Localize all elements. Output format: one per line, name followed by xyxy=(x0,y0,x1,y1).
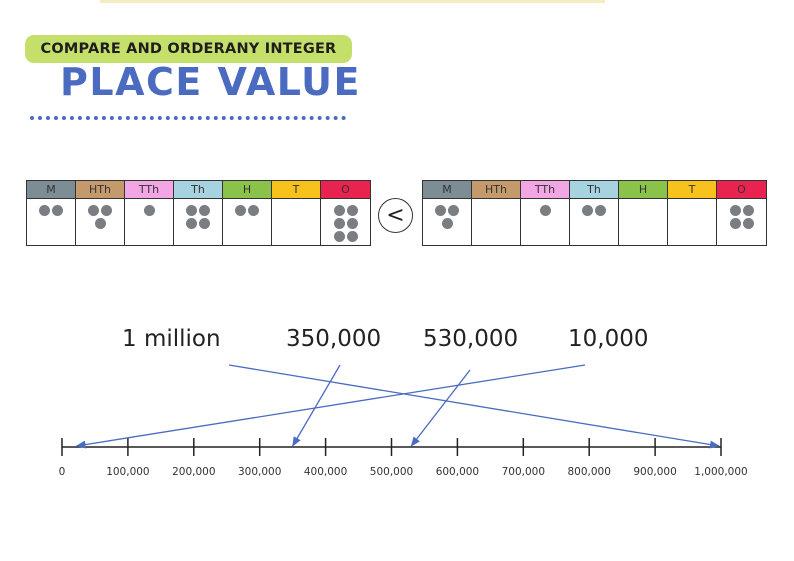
counter-dot xyxy=(346,205,358,216)
counter-dot xyxy=(346,218,358,229)
right-cell-t xyxy=(668,199,717,245)
tick-label: 100,000 xyxy=(106,466,149,478)
number-label-350000: 350,000 xyxy=(286,326,382,352)
counter-dot xyxy=(186,205,197,216)
right-header-hth: HTh xyxy=(472,181,521,199)
left-cell-th xyxy=(174,199,223,245)
page-title: PLACE VALUE xyxy=(60,60,361,104)
left-cell-m xyxy=(27,199,76,245)
left-header-h: H xyxy=(223,181,272,199)
counter-dot xyxy=(448,205,459,216)
counter-dot xyxy=(333,205,345,216)
tick-label: 500,000 xyxy=(370,466,413,478)
counter-dot xyxy=(88,205,99,216)
left-cell-hth xyxy=(76,199,125,245)
counter-dot xyxy=(595,205,606,216)
place-value-table-right: M HTh TTh Th H T O xyxy=(422,180,767,246)
arrow-530000 xyxy=(410,369,471,447)
top-strip xyxy=(100,0,605,3)
counter-dot xyxy=(333,218,345,229)
left-header-hth: HTh xyxy=(76,181,125,199)
tick-label: 200,000 xyxy=(172,466,215,478)
counter-dot xyxy=(539,205,551,216)
left-cell-t xyxy=(272,199,321,245)
right-header-o: O xyxy=(717,181,766,199)
counter-dot xyxy=(742,205,754,216)
tick-label: 0 xyxy=(59,466,66,478)
counter-dot xyxy=(729,218,741,229)
arrow-1000000 xyxy=(228,364,720,449)
right-header-m: M xyxy=(423,181,472,199)
counter-dot xyxy=(248,205,259,216)
counter-dot xyxy=(333,231,345,242)
counter-dot xyxy=(101,205,112,216)
tick-label: 900,000 xyxy=(633,466,676,478)
subtitle-badge: COMPARE AND ORDERANY INTEGER xyxy=(25,35,352,63)
comparison-symbol: < xyxy=(378,198,413,233)
right-cell-tth xyxy=(521,199,570,245)
counter-dot xyxy=(235,205,246,216)
counter-dot xyxy=(441,218,453,229)
tick-label: 1,000,000 xyxy=(694,466,747,478)
number-label-10000: 10,000 xyxy=(568,326,649,352)
counter-dot xyxy=(199,218,210,229)
counter-dot xyxy=(729,205,741,216)
left-cell-o xyxy=(321,199,370,245)
left-header-o: O xyxy=(321,181,370,199)
right-cell-th xyxy=(570,199,619,245)
left-header-t: T xyxy=(272,181,321,199)
arrow-10000 xyxy=(75,364,586,449)
left-header-m: M xyxy=(27,181,76,199)
counter-dot xyxy=(94,218,106,229)
right-cell-o xyxy=(717,199,766,245)
counter-dot xyxy=(143,205,155,216)
left-cell-tth xyxy=(125,199,174,245)
left-header-th: Th xyxy=(174,181,223,199)
tick-label: 600,000 xyxy=(436,466,479,478)
tick-label: 400,000 xyxy=(304,466,347,478)
right-header-h: H xyxy=(619,181,668,199)
right-header-tth: TTh xyxy=(521,181,570,199)
right-cell-m xyxy=(423,199,472,245)
dotted-divider xyxy=(30,116,346,120)
right-header-t: T xyxy=(668,181,717,199)
arrow-350000 xyxy=(292,364,341,447)
place-value-table-left: M HTh TTh Th H T O xyxy=(26,180,371,246)
number-label-1-million: 1 million xyxy=(122,326,221,352)
right-header-th: Th xyxy=(570,181,619,199)
left-header-tth: TTh xyxy=(125,181,174,199)
counter-dot xyxy=(435,205,446,216)
counter-dot xyxy=(186,218,197,229)
tick-label: 700,000 xyxy=(502,466,545,478)
counter-dot xyxy=(346,231,358,242)
tick-label: 800,000 xyxy=(567,466,610,478)
counter-dot xyxy=(582,205,593,216)
right-cell-hth xyxy=(472,199,521,245)
tick-label: 300,000 xyxy=(238,466,281,478)
counter-dot xyxy=(39,205,50,216)
counter-dot xyxy=(52,205,63,216)
number-label-530000: 530,000 xyxy=(423,326,519,352)
left-cell-h xyxy=(223,199,272,245)
right-cell-h xyxy=(619,199,668,245)
counter-dot xyxy=(199,205,210,216)
counter-dot xyxy=(742,218,754,229)
